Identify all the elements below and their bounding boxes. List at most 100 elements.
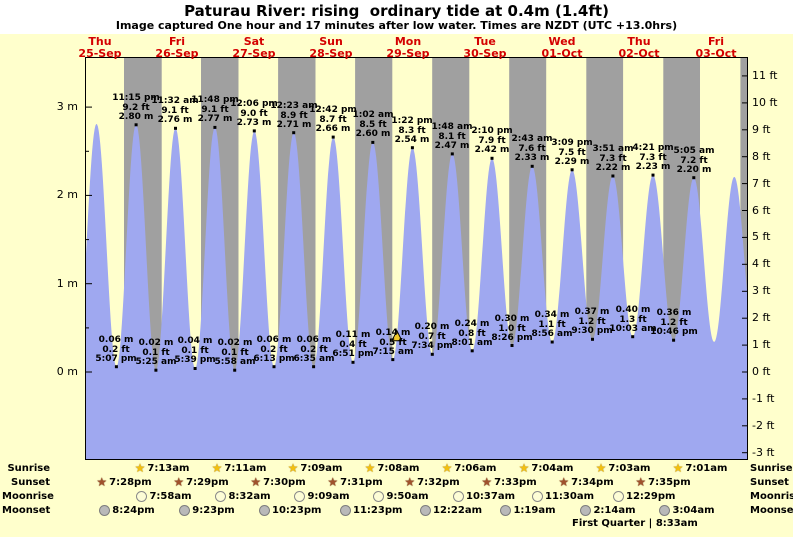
tide-label-line: 6:13 pm (253, 354, 295, 364)
tide-label-line: 7:15 am (372, 347, 414, 357)
tide-label-line: 8:56 am (531, 329, 573, 339)
sunset-entry: ★ 7:33pm (481, 476, 537, 489)
tide-label-line: 12:06 pm (230, 99, 278, 109)
moonset-icon (659, 504, 671, 516)
tide-extreme-dot (233, 368, 237, 372)
tide-label-line: 0.02 m (138, 338, 174, 348)
left-axis-label: 0 m (56, 365, 78, 378)
day-date: 30-Sep (463, 46, 507, 60)
moonrise-entry: 10:37am (453, 490, 515, 503)
low-tide-label: 0.36 m 1.2 ft 10:46 pm (647, 308, 701, 338)
tide-label-line: 2.77 m (197, 114, 233, 124)
right-axis-label: 6 ft (752, 204, 771, 217)
day-label: Fri 26-Sep (146, 36, 208, 59)
tide-label-line: 7:34 pm (411, 341, 453, 351)
sunset-time: 7:34pm (571, 477, 614, 488)
day-date: 01-Oct (541, 46, 583, 60)
row-label-sunrise-right: Sunrise (750, 463, 793, 474)
sunrise-icon: ★ (364, 461, 376, 475)
moonset-entry: 12:22am (420, 504, 482, 517)
high-tide-label: 4:21 pm 7.3 ft 2.23 m (626, 143, 680, 173)
sunset-time: 7:32pm (417, 477, 460, 488)
high-tide-label: 2:43 am 7.6 ft 2.33 m (505, 134, 559, 164)
sunrise-icon: ★ (211, 461, 223, 475)
moonset-time: 1:19am (513, 505, 556, 516)
tide-extreme-dot (692, 176, 696, 180)
high-tide-label: 11:15 pm 9.2 ft 2.80 m (109, 93, 163, 123)
tide-extreme-dot (331, 135, 335, 139)
tide-label-line: 0.36 m (656, 308, 692, 318)
tide-extreme-dot (490, 156, 494, 160)
sunset-time: 7:28pm (109, 477, 152, 488)
tide-label-line: 10:46 pm (650, 327, 698, 337)
tide-curve (85, 124, 748, 460)
tide-extreme-dot (611, 174, 615, 178)
tide-label-line: 2.42 m (474, 145, 510, 155)
tide-label-line: 2.54 m (394, 135, 430, 145)
left-axis-label: 3 m (56, 100, 78, 113)
tide-extreme-dot (174, 126, 177, 130)
tide-label-line: 1.1 ft (538, 319, 566, 330)
tide-label-line: 0.06 m (296, 335, 332, 345)
tide-label-line: 2.20 m (676, 165, 712, 175)
sunrise-entry: ★ 7:03am (595, 462, 651, 475)
moonset-time: 11:23pm (353, 505, 403, 516)
moonset-icon (420, 504, 431, 516)
tide-label-line: 7.5 ft (558, 147, 586, 158)
day-label: Mon 29-Sep (377, 36, 439, 59)
right-axis-label: 0 ft (752, 365, 771, 378)
moonrise-entry: 9:50am (373, 490, 429, 503)
day-name: Thu (88, 35, 112, 48)
right-axis-label: 9 ft (752, 123, 771, 136)
day-name: Fri (168, 35, 185, 48)
tide-label-line: 11:15 pm (112, 93, 160, 103)
low-tide-label: 0.37 m 1.2 ft 9:30 pm (565, 307, 619, 337)
sunset-time: 7:30pm (263, 477, 306, 488)
tide-extreme-dot (510, 344, 514, 347)
moonrise-icon (453, 490, 464, 502)
high-tide-label: 5:05 am 7.2 ft 2.20 m (667, 146, 721, 176)
moonrise-icon (613, 490, 624, 502)
sunset-icon: ★ (96, 475, 108, 489)
tide-label-line: 9:30 pm (571, 326, 613, 336)
day-date: 25-Sep (78, 46, 122, 60)
low-tide-label: 0.40 m 1.3 ft 10:03 am (606, 305, 660, 335)
tide-label-line: 0.24 m (454, 319, 490, 329)
tide-label-line: 7.6 ft (518, 143, 546, 154)
day-date: 28-Sep (309, 46, 353, 60)
moonset-time: 3:04am (672, 505, 715, 516)
tide-label-line: 9.1 ft (201, 104, 229, 115)
sunrise-entry: ★ 7:04am (518, 462, 574, 475)
tide-label-line: 3:09 pm (551, 138, 593, 148)
left-axis-label: 1 m (56, 277, 78, 290)
right-axis-label: 1 ft (752, 338, 771, 351)
tide-extreme-dot (672, 338, 676, 342)
tide-label-line: 8.7 ft (319, 114, 347, 125)
tide-extreme-dot (193, 367, 197, 370)
tide-label-line: 2.47 m (434, 141, 470, 151)
day-label: Sat 27-Sep (223, 36, 285, 59)
moonset-icon (259, 504, 270, 516)
moonset-icon (179, 504, 191, 516)
moonrise-icon (373, 490, 385, 502)
day-label: Thu 02-Oct (608, 36, 670, 59)
tide-label-line: 5:58 am (214, 357, 256, 367)
sunset-icon: ★ (404, 475, 416, 489)
day-date: 26-Sep (155, 46, 199, 60)
tide-label-line: 0.30 m (494, 314, 530, 324)
tide-label-line: 1.2 ft (660, 317, 688, 328)
tide-label-line: 7.3 ft (639, 152, 667, 163)
tide-label-line: 0.06 m (98, 335, 134, 345)
sunrise-time: 7:06am (454, 463, 497, 474)
high-tide-label: 11:32 am 9.1 ft 2.76 m (148, 96, 202, 126)
high-tide-label: 11:48 pm 9.1 ft 2.77 m (188, 95, 242, 125)
moonset-entry: 11:23pm (340, 504, 402, 517)
sunrise-entry: ★ 7:13am (134, 462, 190, 475)
day-name: Wed (548, 35, 576, 48)
tide-plot-svg (85, 57, 748, 460)
moon-phase-note: First Quarter | 8:33am (572, 518, 698, 529)
high-tide-label: 3:51 am 7.3 ft 2.22 m (586, 144, 640, 174)
tide-label-line: 2.73 m (236, 118, 272, 128)
day-name: Sun (319, 35, 343, 48)
